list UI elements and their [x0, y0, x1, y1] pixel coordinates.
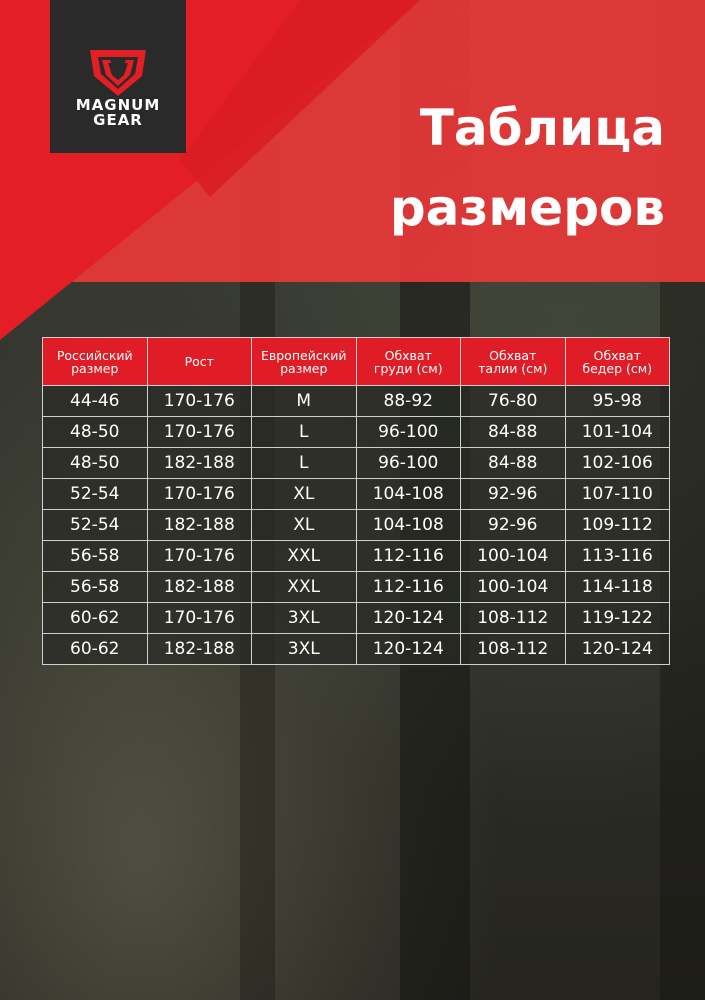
table-cell: 56-58	[42, 540, 148, 572]
table-cell: 96-100	[355, 416, 461, 448]
table-cell: 170-176	[146, 478, 252, 510]
title-line1: Таблица	[419, 99, 665, 157]
header-text: Рост	[184, 354, 214, 369]
table-cell: 112-116	[355, 540, 461, 572]
table-cell: 102-106	[564, 447, 670, 479]
table-cell: 84-88	[460, 447, 566, 479]
table-cell: 108-112	[460, 602, 566, 634]
table-cell: 101-104	[564, 416, 670, 448]
table-cell: 48-50	[42, 447, 148, 479]
table-cell: XL	[251, 478, 357, 510]
table-cell: XXL	[251, 571, 357, 603]
table-cell: 170-176	[146, 540, 252, 572]
table-cell: 114-118	[564, 571, 670, 603]
table-cell: 3XL	[251, 602, 357, 634]
table-cell: 108-112	[460, 633, 566, 665]
table-cell: 120-124	[564, 633, 670, 665]
header-text: Российский	[56, 347, 133, 363]
table-row: 56-58 182-188 XXL 112-116 100-104 114-118	[42, 571, 670, 603]
table-cell: 120-124	[355, 633, 461, 665]
table-cell: 113-116	[564, 540, 670, 572]
table-cell: 56-58	[42, 571, 148, 603]
header-text: Обхват	[593, 347, 641, 363]
table-cell: 182-188	[146, 571, 252, 603]
page-title: Таблица размеров	[390, 88, 665, 248]
header-text: бедер (см)	[582, 360, 653, 376]
table-row: 52-54 170-176 XL 104-108 92-96 107-110	[42, 478, 670, 510]
header-text: размер	[280, 360, 328, 376]
table-row: 60-62 182-188 3XL 120-124 108-112 120-124	[42, 633, 670, 665]
table-cell: XL	[251, 509, 357, 541]
table-cell: 170-176	[146, 385, 252, 417]
column-header: Европейский размер	[251, 337, 357, 386]
table-cell: 88-92	[355, 385, 461, 417]
column-header: Рост	[146, 337, 252, 386]
title-line2: размеров	[389, 179, 665, 237]
table-cell: 104-108	[355, 478, 461, 510]
table-cell: 170-176	[146, 416, 252, 448]
header-text: груди (см)	[373, 360, 443, 376]
table-cell: 84-88	[460, 416, 566, 448]
table-cell: 100-104	[460, 540, 566, 572]
table-cell: 76-80	[460, 385, 566, 417]
table-cell: XXL	[251, 540, 357, 572]
table-cell: 182-188	[146, 509, 252, 541]
table-cell: L	[251, 416, 357, 448]
table-cell: 96-100	[355, 447, 461, 479]
table-cell: 112-116	[355, 571, 461, 603]
brand-name-line2: GEAR	[93, 111, 143, 129]
table-row: 44-46 170-176 M 88-92 76-80 95-98	[42, 385, 670, 417]
table-cell: 119-122	[564, 602, 670, 634]
table-row: 52-54 182-188 XL 104-108 92-96 109-112	[42, 509, 670, 541]
table-cell: 44-46	[42, 385, 148, 417]
table-cell: 60-62	[42, 602, 148, 634]
table-cell: 182-188	[146, 447, 252, 479]
header-text: талии (см)	[478, 360, 548, 376]
table-cell: 170-176	[146, 602, 252, 634]
shield-m-icon	[90, 50, 146, 96]
table-cell: 100-104	[460, 571, 566, 603]
table-cell: 52-54	[42, 509, 148, 541]
size-table: Российский размер Рост Европейский размер Обх…	[42, 337, 670, 665]
brand-logo: MAGNUM GEAR	[50, 0, 186, 153]
column-header: Российский размер	[42, 337, 148, 386]
table-cell: 107-110	[564, 478, 670, 510]
column-header: Обхват бедер (см)	[564, 337, 670, 386]
table-row: 48-50 182-188 L 96-100 84-88 102-106	[42, 447, 670, 479]
table-cell: 182-188	[146, 633, 252, 665]
table-cell: 120-124	[355, 602, 461, 634]
brand-name-line1: MAGNUM	[75, 96, 161, 114]
table-cell: 92-96	[460, 478, 566, 510]
header-text: Европейский	[260, 347, 347, 363]
column-header: Обхват груди (см)	[355, 337, 461, 386]
table-row: 48-50 170-176 L 96-100 84-88 101-104	[42, 416, 670, 448]
table-cell: 3XL	[251, 633, 357, 665]
header-text: Обхват	[384, 347, 432, 363]
header-text: Обхват	[489, 347, 537, 363]
table-cell: 109-112	[564, 509, 670, 541]
header-text: размер	[71, 360, 119, 376]
table-cell: 95-98	[564, 385, 670, 417]
column-header: Обхват талии (см)	[460, 337, 566, 386]
table-cell: M	[251, 385, 357, 417]
table-cell: 48-50	[42, 416, 148, 448]
table-row: 60-62 170-176 3XL 120-124 108-112 119-122	[42, 602, 670, 634]
table-cell: L	[251, 447, 357, 479]
table-cell: 104-108	[355, 509, 461, 541]
table-cell: 92-96	[460, 509, 566, 541]
table-cell: 52-54	[42, 478, 148, 510]
table-row: 56-58 170-176 XXL 112-116 100-104 113-116	[42, 540, 670, 572]
table-cell: 60-62	[42, 633, 148, 665]
